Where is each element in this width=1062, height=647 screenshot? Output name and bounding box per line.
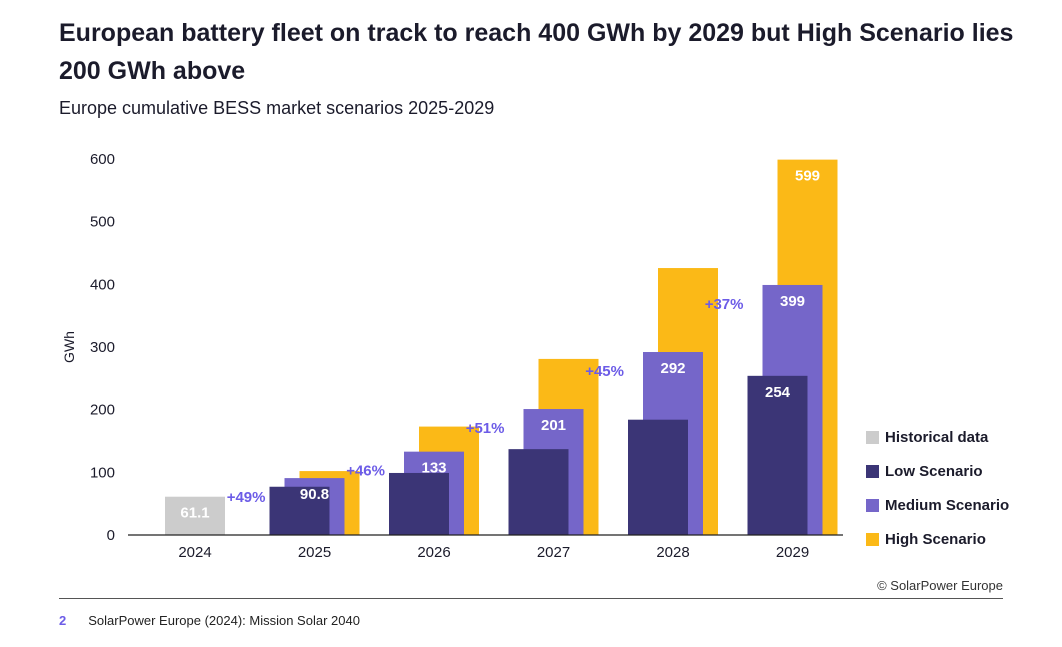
y-tick-label: 400 <box>90 276 115 293</box>
legend-label-historical: Historical data <box>885 428 989 446</box>
legend-swatch-low <box>866 464 879 478</box>
bar-low-2027 <box>508 449 569 535</box>
legend-swatch-high <box>866 532 879 546</box>
chart-subtitle: Europe cumulative BESS market scenarios … <box>59 98 495 118</box>
growth-label-2026: +46% <box>346 463 385 480</box>
legend-swatch-medium <box>866 498 879 512</box>
y-tick-label: 200 <box>90 402 115 419</box>
chart-legend: Historical data Low Scenario Medium Scen… <box>866 420 1009 556</box>
data-label-historical-2024: 61.1 <box>180 505 209 522</box>
legend-item-low: Low Scenario <box>866 454 1009 488</box>
chart-title: European battery fleet on track to reach… <box>59 19 1014 85</box>
x-tick-label-2024: 2024 <box>178 544 211 561</box>
legend-label-high: High Scenario <box>885 530 986 548</box>
data-label-low-2029: 254 <box>765 384 791 401</box>
legend-item-medium: Medium Scenario <box>866 488 1009 522</box>
footnote: 2 SolarPower Europe (2024): Mission Solar… <box>59 613 360 628</box>
y-tick-label: 0 <box>107 527 115 544</box>
data-label-medium-2027: 201 <box>541 417 566 434</box>
legend-swatch-historical <box>866 430 879 444</box>
bar-low-2025 <box>269 486 330 535</box>
data-label-medium-2028: 292 <box>660 360 685 377</box>
x-tick-label-2027: 2027 <box>537 544 570 561</box>
growth-label-2029: +37% <box>705 296 744 313</box>
growth-label-2028: +45% <box>585 363 624 380</box>
bar-low-2029 <box>747 375 808 535</box>
bar-historical-2024 <box>165 496 225 535</box>
data-label-medium-2025: 90.8 <box>300 486 329 503</box>
footnote-text: SolarPower Europe (2024): Mission Solar … <box>88 613 360 628</box>
footer-divider <box>59 598 1003 599</box>
bar-low-2026 <box>389 472 449 535</box>
data-label-medium-2029: 399 <box>780 293 805 310</box>
x-tick-label-2028: 2028 <box>656 544 689 561</box>
y-axis-label: GWh <box>61 331 77 363</box>
x-tick-label-2029: 2029 <box>776 544 809 561</box>
y-tick-label: 600 <box>90 151 115 168</box>
legend-item-high: High Scenario <box>866 522 1009 556</box>
data-label-medium-2026: 133 <box>421 460 446 477</box>
y-tick-label: 300 <box>90 339 115 356</box>
footnote-number: 2 <box>59 613 67 628</box>
growth-label-2025: +49% <box>227 489 266 506</box>
legend-item-historical: Historical data <box>866 420 1009 454</box>
x-tick-label-2026: 2026 <box>417 544 450 561</box>
x-tick-label-2025: 2025 <box>298 544 331 561</box>
y-tick-label: 500 <box>90 214 115 231</box>
data-label-high-2029: 599 <box>795 168 820 185</box>
legend-label-medium: Medium Scenario <box>885 496 1010 514</box>
growth-label-2027: +51% <box>466 420 505 437</box>
y-tick-label: 100 <box>90 464 115 481</box>
copyright-notice: © SolarPower Europe <box>877 578 1003 593</box>
legend-label-low: Low Scenario <box>885 462 983 480</box>
bar-low-2028 <box>628 419 688 535</box>
